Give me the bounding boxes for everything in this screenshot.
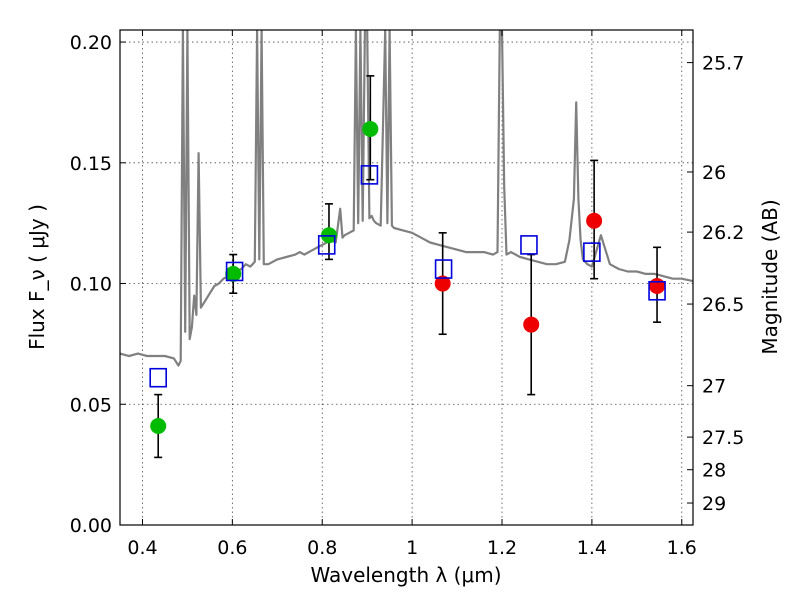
- right-tick-label: 26.5: [702, 294, 744, 316]
- y-tick-label: 0.00: [70, 515, 112, 537]
- x-tick-label: 1: [406, 537, 418, 559]
- x-tick-label: 1.6: [667, 537, 697, 559]
- detected-data-point: [150, 418, 167, 434]
- y-tick-label: 0.20: [70, 32, 112, 54]
- model-band-point: [225, 261, 244, 282]
- plot-background: [120, 30, 693, 525]
- x-tick-label: 0.4: [127, 537, 157, 559]
- model-band-point: [583, 242, 601, 262]
- model-spectrum-line: [120, 30, 693, 367]
- y-axis-label: Flux F_ν ( μJy ): [25, 204, 49, 350]
- measured-data-point: [523, 316, 540, 333]
- model-band-point: [520, 235, 538, 255]
- x-tick-label: 0.6: [217, 537, 247, 559]
- right-tick-label: 26.2: [702, 222, 744, 244]
- axis-ticks: [120, 30, 693, 526]
- model-band-point: [648, 280, 666, 301]
- right-tick-label: 28: [702, 460, 726, 482]
- y-tick-label: 0.10: [70, 274, 112, 296]
- right-tick-label: 29: [702, 493, 726, 515]
- measured-data-point: [649, 277, 666, 294]
- x-axis-label: Wavelength λ (μm): [310, 563, 501, 587]
- detected-data-point: [362, 121, 379, 137]
- x-tick-label: 1.4: [577, 537, 607, 559]
- y-tick-label: 0.05: [70, 394, 112, 416]
- right-tick-label: 27: [702, 376, 726, 398]
- tick-labels: 0.4 0.6 0.8 1 1.2 1.4 1.6 0.00 0.05 0.10 0.15 0.20 2…: [70, 32, 745, 559]
- right-tick-label: 26: [702, 162, 726, 184]
- model-band-point: [317, 235, 336, 255]
- x-tick-label: 1.2: [487, 537, 517, 559]
- x-tick-label: 0.8: [307, 537, 337, 559]
- detected-data-point: [225, 265, 242, 282]
- model-band-point: [149, 367, 167, 388]
- right-tick-label: 27.5: [702, 427, 744, 449]
- plot-frame: [119, 29, 694, 526]
- right-tick-label: 25.7: [702, 53, 744, 75]
- model-band-point: [360, 165, 379, 185]
- measured-data-point: [434, 275, 451, 292]
- plot-area: [120, 30, 693, 459]
- y-axis-right-label: Magnitude (AB): [758, 199, 782, 354]
- y-tick-label: 0.15: [70, 153, 112, 175]
- model-band-point: [434, 259, 453, 279]
- measured-data-point: [586, 212, 603, 229]
